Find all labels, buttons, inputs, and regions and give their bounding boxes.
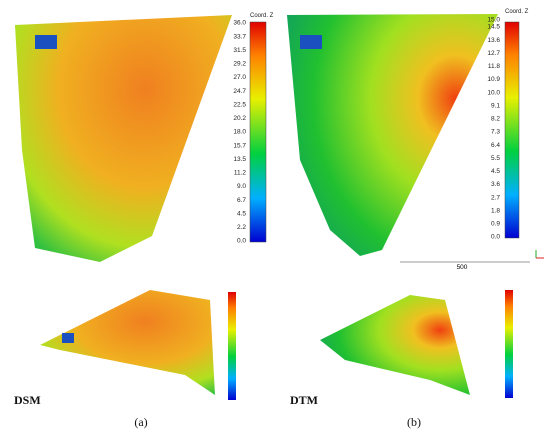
colorbar-tick-label: 11.2 <box>234 170 247 177</box>
colorbar-tick-label: 36.0 <box>233 20 246 27</box>
colorbar-tick-label: 6.4 <box>491 142 500 149</box>
colorbar-tick-label: 9.1 <box>491 102 500 109</box>
colorbar-tick-label: 22.5 <box>233 101 246 108</box>
subfigure-caption: (b) <box>407 415 421 429</box>
colorbar-tick-label: 0.0 <box>237 238 246 245</box>
colorbar-tick-label: 20.2 <box>233 115 246 122</box>
colorbar-tick-label: 31.5 <box>233 47 246 54</box>
colorbar-tick-label: 10.9 <box>487 76 500 83</box>
colorbar-tick-label: 4.5 <box>237 210 246 217</box>
dtm-point-cloud <box>287 14 498 256</box>
colorbar-tick-label: 7.3 <box>491 129 500 136</box>
colorbar-small <box>228 292 236 400</box>
water-area <box>300 35 322 49</box>
panel-label: DSM <box>14 393 41 407</box>
colorbar-tick-label: 0.9 <box>491 221 500 228</box>
colorbar-tick-label: 9.0 <box>237 183 246 190</box>
colorbar-tick-label: 14.5 <box>487 24 500 31</box>
colorbar-tick-label: 18.0 <box>233 129 246 136</box>
colorbar-tick-label: 6.7 <box>237 197 246 204</box>
colorbar-tick-label: 13.5 <box>233 156 246 163</box>
colorbar-tick-label: 10.0 <box>487 89 500 96</box>
colorbar-tick-label: 29.2 <box>233 61 246 68</box>
colorbar-tick-label: 2.2 <box>237 224 246 231</box>
water-area <box>62 333 74 343</box>
subfigure-caption: (a) <box>134 415 147 429</box>
colorbar-tick-label: 13.6 <box>487 37 500 44</box>
colorbar-tick-label: 3.6 <box>491 181 500 188</box>
colorbar-title: Coord. Z <box>250 13 274 19</box>
colorbar-tick-label: 0.0 <box>491 234 500 241</box>
scale-bar-label: 500 <box>457 264 468 271</box>
panel-label: DTM <box>290 393 318 407</box>
dtm-oblique-view <box>320 295 470 395</box>
colorbar-tick-label: 1.8 <box>491 207 500 214</box>
colorbar-small <box>505 290 513 398</box>
colorbar-tick-label: 5.5 <box>491 155 500 162</box>
colorbar <box>249 21 267 243</box>
colorbar <box>504 21 520 239</box>
colorbar-tick-label: 33.7 <box>233 33 246 40</box>
colorbar-tick-label: 15.7 <box>233 142 246 149</box>
colorbar-tick-label: 4.5 <box>491 168 500 175</box>
colorbar-tick-label: 27.0 <box>233 74 246 81</box>
colorbar-tick-label: 12.7 <box>487 50 500 57</box>
dsm-oblique-view <box>40 290 215 395</box>
water-area <box>35 35 57 49</box>
colorbar-title: Coord. Z <box>505 9 529 15</box>
colorbar-tick-label: 8.2 <box>491 116 500 123</box>
dsm-point-cloud <box>15 15 232 262</box>
colorbar-tick-label: 11.8 <box>488 63 501 70</box>
colorbar-tick-label: 24.7 <box>233 88 246 95</box>
colorbar-max-label: 15.0 <box>487 17 500 24</box>
colorbar-tick-label: 2.7 <box>491 194 500 201</box>
